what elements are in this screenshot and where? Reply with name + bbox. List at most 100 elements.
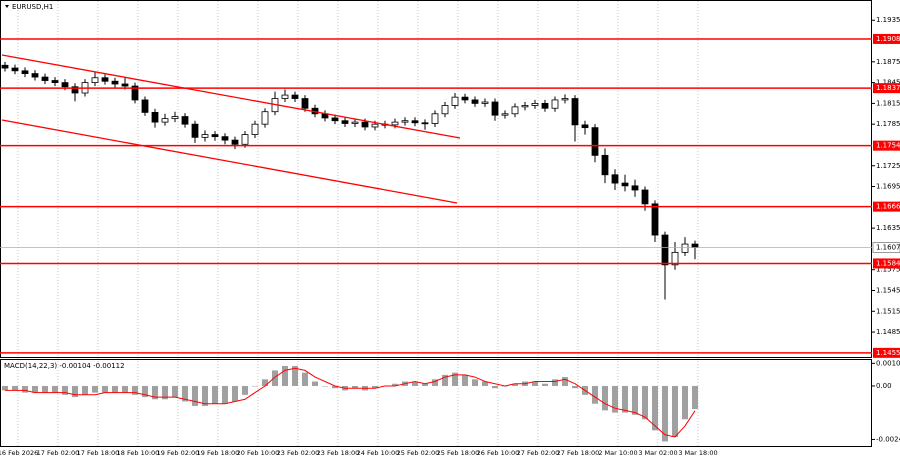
x-tick-label: 24 Feb 10:00 bbox=[357, 449, 400, 457]
candle-body bbox=[671, 251, 679, 266]
candle-body bbox=[631, 185, 639, 191]
x-tick-label: 27 Feb 18:00 bbox=[557, 449, 600, 457]
candle-body bbox=[151, 112, 159, 123]
candle-body bbox=[161, 118, 169, 123]
candle-body bbox=[331, 117, 339, 122]
candle-body bbox=[391, 121, 399, 126]
candle-body bbox=[31, 73, 39, 78]
x-tick-label: 19 Feb 18:00 bbox=[197, 449, 240, 457]
macd-bar bbox=[292, 365, 298, 386]
candle-body bbox=[11, 67, 19, 72]
macd-bar bbox=[552, 379, 558, 386]
macd-bar bbox=[252, 385, 258, 387]
candle-body bbox=[661, 234, 669, 266]
candle-body bbox=[231, 139, 239, 145]
candle-body bbox=[601, 154, 609, 176]
macd-bar bbox=[682, 385, 688, 420]
trend-line bbox=[1, 119, 458, 204]
macd-bar bbox=[232, 385, 238, 402]
candle-body bbox=[591, 127, 599, 156]
candle-body bbox=[211, 134, 219, 138]
macd-bar bbox=[22, 385, 28, 393]
macd-bar bbox=[172, 385, 178, 398]
level-label-box bbox=[873, 347, 900, 358]
macd-bar bbox=[242, 385, 248, 395]
candle-body bbox=[621, 182, 629, 187]
candle-body bbox=[581, 124, 589, 129]
macd-bar bbox=[52, 385, 58, 393]
macd-bar bbox=[312, 381, 318, 386]
candle-body bbox=[651, 203, 659, 236]
candle-body bbox=[51, 80, 59, 84]
candle-body bbox=[681, 243, 689, 253]
macd-bar bbox=[452, 372, 458, 386]
macd-bar bbox=[542, 383, 548, 386]
y-tick-label: 1.1485 bbox=[876, 328, 900, 336]
signal-line bbox=[5, 367, 696, 438]
candle-body bbox=[261, 111, 269, 125]
macd-bar bbox=[122, 385, 128, 393]
x-tick-label: 20 Feb 10:00 bbox=[237, 449, 280, 457]
candle-body bbox=[341, 120, 349, 124]
candle-body bbox=[221, 136, 229, 141]
macd-title: MACD(14,22,3) -0.00104 -0.00112 bbox=[4, 362, 125, 370]
macd-bar bbox=[532, 381, 538, 386]
candle-body bbox=[361, 121, 369, 128]
macd-bar bbox=[262, 379, 268, 386]
candle-body bbox=[431, 113, 439, 124]
y-tick-label: 1.1845 bbox=[876, 79, 900, 87]
candle-body bbox=[301, 98, 309, 109]
y-tick-label: 1.1545 bbox=[876, 286, 900, 294]
level-label-box bbox=[873, 83, 900, 94]
candle-body bbox=[1, 64, 9, 69]
candle-body bbox=[641, 189, 649, 205]
y-tick-label: 1.1785 bbox=[876, 120, 900, 128]
x-tick-label: 18 Feb 10:00 bbox=[117, 449, 160, 457]
macd-bar bbox=[432, 379, 438, 386]
macd-bar bbox=[42, 385, 48, 393]
candle-body bbox=[471, 99, 479, 104]
candle-body bbox=[111, 80, 119, 85]
candle-body bbox=[561, 98, 569, 101]
level-label-box bbox=[873, 201, 900, 212]
macd-bar bbox=[82, 385, 88, 395]
candle-body bbox=[521, 105, 529, 108]
candle-body bbox=[531, 102, 539, 106]
macd-pane bbox=[0, 359, 872, 447]
candle-body bbox=[351, 121, 359, 124]
candle-body bbox=[511, 106, 519, 115]
level-label: 1.1666 bbox=[876, 203, 900, 211]
x-tick-label: 16 Feb 2026 bbox=[0, 449, 38, 457]
candle-body bbox=[291, 94, 299, 99]
macd-bar bbox=[132, 385, 138, 395]
level-label-box bbox=[873, 258, 900, 269]
macd-bar bbox=[482, 381, 488, 386]
macd-bar bbox=[612, 385, 618, 413]
marks bbox=[1, 61, 699, 442]
x-tick-label: 26 Feb 10:00 bbox=[477, 449, 520, 457]
macd-bar bbox=[442, 374, 448, 386]
macd-bar bbox=[632, 385, 638, 415]
candle-body bbox=[541, 102, 549, 109]
y-tick-label: 1.1935 bbox=[876, 16, 900, 24]
macd-bar bbox=[322, 385, 328, 387]
macd-bar bbox=[602, 385, 608, 411]
macd-bar bbox=[212, 385, 218, 404]
macd-bar bbox=[422, 383, 428, 386]
candle-body bbox=[201, 134, 209, 138]
macd-bar bbox=[692, 385, 698, 410]
menu-arrow[interactable] bbox=[5, 5, 9, 8]
x-tick-label: 25 Feb 02:00 bbox=[397, 449, 440, 457]
macd-bar bbox=[72, 385, 78, 398]
x-tick-label: 17 Feb 02:00 bbox=[37, 449, 80, 457]
macd-bar bbox=[592, 385, 598, 404]
candle-body bbox=[441, 105, 449, 115]
current-price-box bbox=[872, 242, 900, 254]
level-label: 1.1908 bbox=[876, 35, 900, 43]
macd-bar bbox=[622, 385, 628, 413]
candle-body bbox=[121, 83, 129, 87]
macd-bar bbox=[372, 385, 378, 389]
candle-body bbox=[241, 134, 249, 145]
